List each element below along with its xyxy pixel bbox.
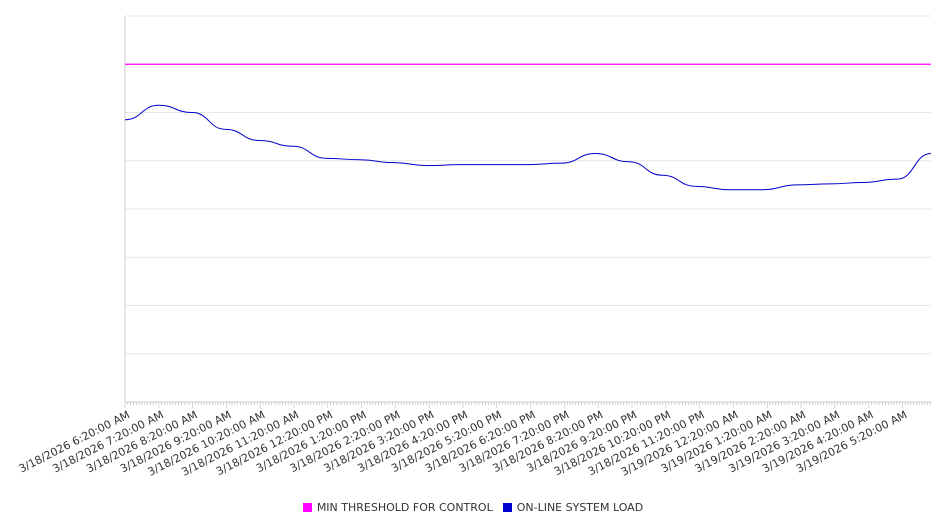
x-axis-ticks: 3/18/2026 6:20:00 AM3/18/2026 7:20:00 AM… bbox=[17, 402, 931, 479]
legend-item-system-load[interactable]: ON-LINE SYSTEM LOAD bbox=[502, 500, 644, 514]
series-line-system-load bbox=[124, 104, 932, 191]
legend-label-threshold: MIN THRESHOLD FOR CONTROL bbox=[316, 500, 493, 514]
legend-swatch-threshold bbox=[302, 502, 312, 512]
series-layer bbox=[124, 63, 932, 191]
legend-item-threshold[interactable]: MIN THRESHOLD FOR CONTROL bbox=[302, 500, 493, 514]
legend: MIN THRESHOLD FOR CONTROL ON-LINE SYSTEM… bbox=[0, 498, 946, 516]
legend-swatch-system-load bbox=[502, 502, 512, 512]
legend-label-system-load: ON-LINE SYSTEM LOAD bbox=[516, 500, 644, 514]
